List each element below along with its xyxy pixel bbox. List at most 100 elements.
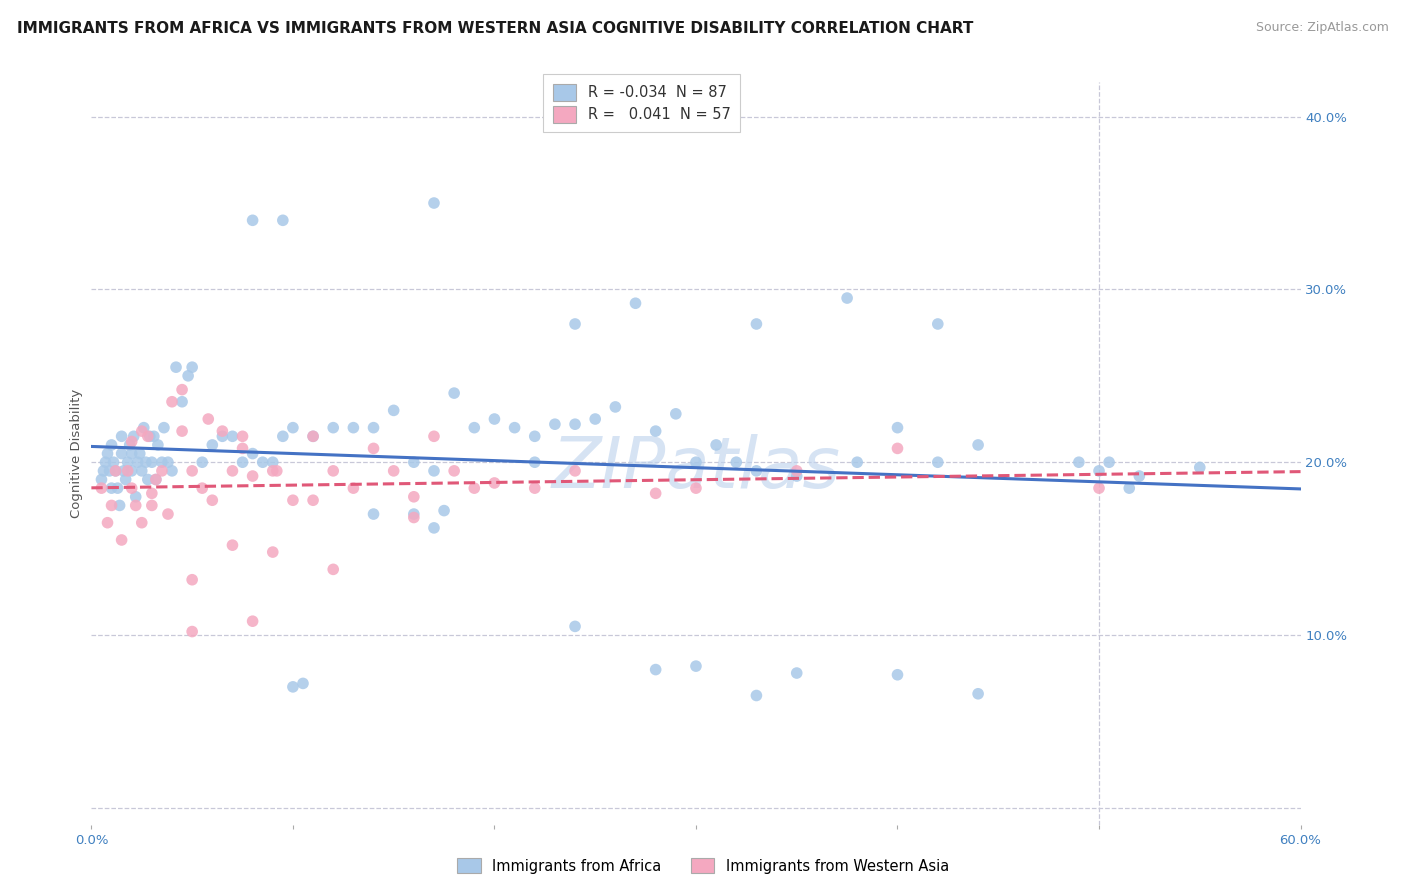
Point xyxy=(1098,455,1121,469)
Point xyxy=(128,446,150,460)
Point xyxy=(1088,481,1111,495)
Point xyxy=(484,475,506,490)
Point xyxy=(281,493,304,508)
Point xyxy=(402,507,425,521)
Point xyxy=(302,429,325,443)
Point xyxy=(96,516,118,530)
Point xyxy=(725,455,748,469)
Point xyxy=(564,317,586,331)
Point xyxy=(342,481,364,495)
Point xyxy=(252,455,274,469)
Point xyxy=(111,429,132,443)
Point xyxy=(685,455,707,469)
Point xyxy=(685,659,707,673)
Point xyxy=(231,455,253,469)
Point xyxy=(292,676,315,690)
Point xyxy=(100,481,122,495)
Point xyxy=(271,429,294,443)
Point xyxy=(322,420,344,434)
Point xyxy=(121,481,143,495)
Point xyxy=(125,499,148,513)
Point xyxy=(160,394,183,409)
Point xyxy=(98,464,121,478)
Point xyxy=(108,499,131,513)
Point xyxy=(156,455,179,469)
Point xyxy=(484,412,506,426)
Point xyxy=(191,481,214,495)
Point xyxy=(262,455,284,469)
Point xyxy=(503,420,526,434)
Point xyxy=(266,464,288,478)
Point xyxy=(231,429,253,443)
Point xyxy=(181,624,204,639)
Point xyxy=(172,394,194,409)
Point xyxy=(111,446,132,460)
Point xyxy=(463,420,485,434)
Point xyxy=(544,417,567,432)
Point xyxy=(141,499,163,513)
Point xyxy=(177,368,200,383)
Point xyxy=(835,291,858,305)
Point xyxy=(181,573,204,587)
Point xyxy=(145,473,167,487)
Point xyxy=(172,424,194,438)
Point xyxy=(96,446,118,460)
Point xyxy=(114,473,136,487)
Point xyxy=(142,429,165,443)
Point xyxy=(1067,455,1090,469)
Point xyxy=(100,438,122,452)
Point xyxy=(262,545,284,559)
Point xyxy=(967,687,990,701)
Point xyxy=(433,503,456,517)
Point xyxy=(112,464,135,478)
Point xyxy=(443,464,465,478)
Point xyxy=(583,412,606,426)
Text: ZIPatlas: ZIPatlas xyxy=(551,434,841,503)
Point xyxy=(685,481,707,495)
Point xyxy=(242,614,264,628)
Point xyxy=(181,360,204,375)
Point xyxy=(146,438,169,452)
Point xyxy=(745,464,768,478)
Point xyxy=(172,383,194,397)
Point xyxy=(150,464,173,478)
Point xyxy=(231,442,253,456)
Point xyxy=(160,464,183,478)
Point xyxy=(150,455,173,469)
Point xyxy=(1188,460,1211,475)
Point xyxy=(302,493,325,508)
Point xyxy=(271,213,294,227)
Point xyxy=(104,464,127,478)
Legend: R = -0.034  N = 87, R =   0.041  N = 57: R = -0.034 N = 87, R = 0.041 N = 57 xyxy=(543,75,740,132)
Point xyxy=(644,424,666,438)
Point xyxy=(121,464,143,478)
Point xyxy=(153,420,176,434)
Point xyxy=(131,464,153,478)
Point xyxy=(846,455,869,469)
Point xyxy=(443,386,465,401)
Point xyxy=(402,510,425,524)
Point xyxy=(211,424,233,438)
Point xyxy=(191,455,214,469)
Point xyxy=(125,490,148,504)
Point xyxy=(165,360,187,375)
Point xyxy=(927,317,949,331)
Point xyxy=(423,464,446,478)
Point xyxy=(93,464,115,478)
Point xyxy=(211,429,233,443)
Point xyxy=(564,464,586,478)
Point xyxy=(745,689,768,703)
Point xyxy=(886,420,908,434)
Point xyxy=(122,429,145,443)
Point xyxy=(121,446,143,460)
Text: IMMIGRANTS FROM AFRICA VS IMMIGRANTS FROM WESTERN ASIA COGNITIVE DISABILITY CORR: IMMIGRANTS FROM AFRICA VS IMMIGRANTS FRO… xyxy=(17,21,973,36)
Point xyxy=(786,464,808,478)
Point xyxy=(100,499,122,513)
Point xyxy=(363,420,385,434)
Point xyxy=(886,442,908,456)
Point xyxy=(156,507,179,521)
Point xyxy=(127,455,149,469)
Point xyxy=(242,446,264,460)
Point xyxy=(704,438,727,452)
Point xyxy=(121,434,143,449)
